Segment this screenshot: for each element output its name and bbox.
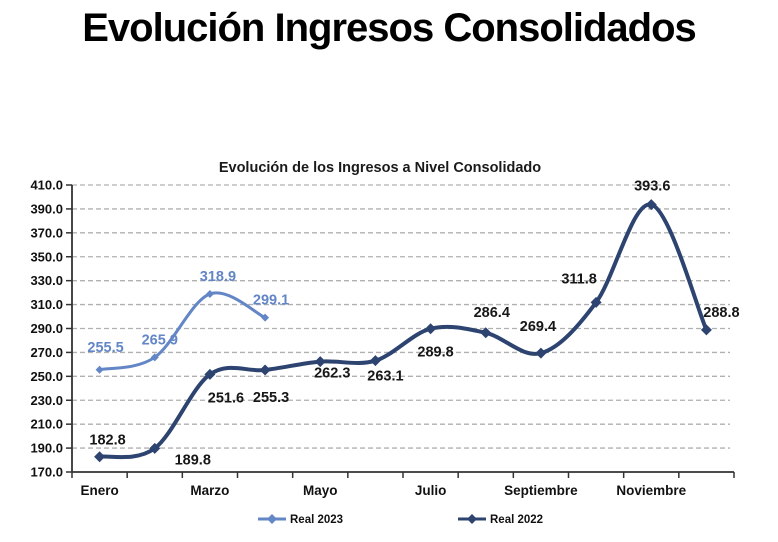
data-label: 255.3 [253,390,289,406]
series-real-2022-marker [314,356,326,368]
series-real-2023-marker [95,365,104,374]
data-label: 251.6 [208,390,244,406]
legend-label-real-2023: Real 2023 [290,514,343,526]
series-real-2022-marker [204,368,216,380]
series-real-2022-marker [480,327,492,339]
series-real-2022-line [97,202,709,460]
data-label: 288.8 [703,305,739,321]
x-axis-label: Enero [80,483,118,498]
chart-title: Evolución de los Ingresos a Nivel Consol… [219,160,541,176]
series-real-2023-marker [150,353,159,362]
data-label: 286.4 [474,305,510,321]
series-real-2022-marker [369,355,381,367]
data-label: 289.8 [417,345,453,361]
y-axis-label: 250.0 [30,369,63,384]
data-label: 255.5 [87,340,123,356]
y-axis-label: 390.0 [30,201,63,216]
y-axis-label: 370.0 [30,225,63,240]
y-axis-label: 410.0 [30,178,63,193]
x-axis-label: Julio [415,483,447,498]
y-axis-label: 230.0 [30,393,63,408]
y-axis-label: 330.0 [30,273,63,288]
series-real-2022-marker [535,347,547,359]
data-label: 318.9 [200,269,236,285]
x-axis-label: Marzo [190,483,229,498]
data-label: 263.1 [367,369,403,385]
series-real-2022-marker [259,364,271,376]
data-label: 189.8 [175,452,211,468]
x-axis-label: Noviembre [616,483,686,498]
legend-label-real-2022: Real 2022 [490,514,543,526]
series-real-2022-marker [149,442,161,454]
data-label: 299.1 [253,293,289,309]
y-axis-label: 190.0 [30,441,63,456]
y-axis-label: 310.0 [30,297,63,312]
series-real-2022-marker [590,296,602,308]
data-label: 311.8 [561,271,597,287]
series-real-2022-marker [700,324,712,336]
main-title: Evolución Ingresos Consolidados [82,6,697,50]
series-real-2022-marker [425,323,437,335]
legend-marker-real-2023 [267,514,277,524]
series-real-2023-line [98,291,267,372]
y-axis-label: 170.0 [30,465,63,480]
data-label: 265.9 [142,332,178,348]
series-real-2023-marker [261,313,270,322]
data-label: 182.8 [89,433,125,449]
y-axis-label: 270.0 [30,345,63,360]
x-axis-label: Mayo [303,483,338,498]
series-real-2022-marker [94,451,106,463]
x-axis-label: Septiembre [504,483,578,498]
series-real-2022-marker [645,199,657,211]
data-label: 269.4 [520,319,556,335]
legend-marker-real-2022 [467,514,477,524]
y-axis-label: 350.0 [30,249,63,264]
y-axis-label: 210.0 [30,417,63,432]
y-axis-label: 290.0 [30,321,63,336]
series-real-2023-marker [205,289,214,298]
data-label: 262.3 [314,366,350,382]
data-label: 393.6 [634,179,670,195]
